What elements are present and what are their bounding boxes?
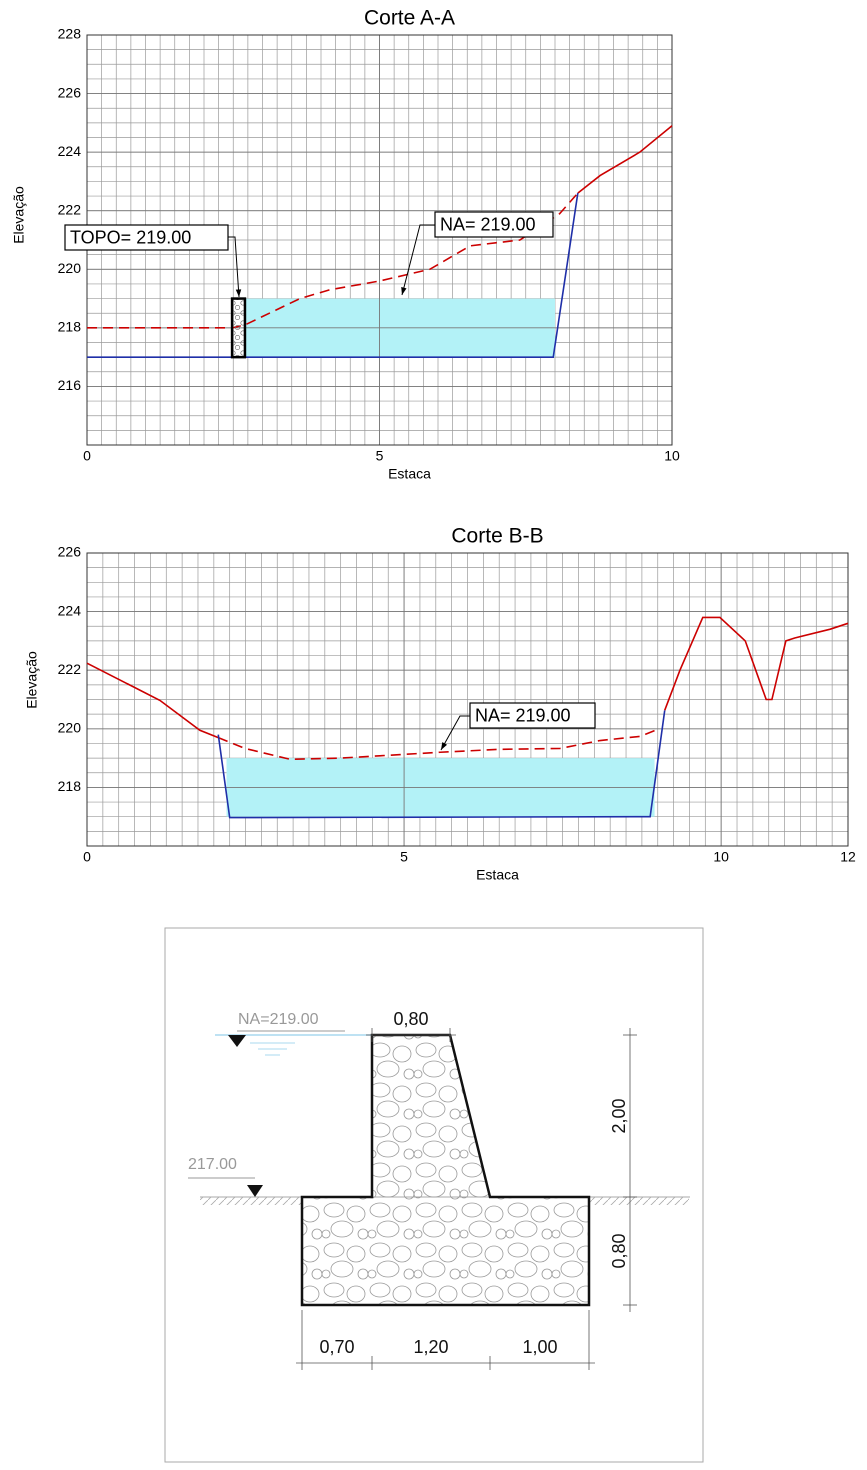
y-axis-label: Elevação — [24, 651, 40, 709]
x-tick-label: 0 — [83, 448, 91, 464]
profile-line — [577, 125, 673, 194]
dimension-label: 2,00 — [609, 1098, 629, 1133]
chart: 216 218 220 222 224 226 228 0 5 10 TOPO= 219.00 NA=… — [11, 7, 680, 482]
dimension-label: 0,70 — [319, 1337, 354, 1357]
y-tick-label: 224 — [58, 143, 82, 159]
annotation-arrow — [401, 287, 407, 295]
x-tick-label: 10 — [664, 448, 680, 464]
annotation-arrow — [235, 289, 242, 297]
dimension-label: 1,00 — [522, 1337, 557, 1357]
profile-line — [663, 616, 849, 711]
chart-title: Corte B-B — [451, 525, 543, 548]
dimension-label: 0,80 — [609, 1233, 629, 1268]
x-axis-label: Estaca — [388, 466, 431, 482]
x-axis-label: Estaca — [476, 867, 519, 883]
y-tick-label: 216 — [58, 377, 82, 393]
dimension-lines — [296, 1028, 637, 1370]
y-tick-label: 224 — [58, 602, 82, 618]
y-tick-label: 222 — [58, 201, 82, 217]
profile-line — [217, 710, 666, 819]
water-level-label: NA=219.00 — [238, 1011, 319, 1028]
level-marker — [247, 1185, 263, 1197]
annotation: TOPO= 219.00 — [70, 227, 191, 247]
annotation-leader — [401, 224, 435, 296]
y-tick-label: 228 — [58, 26, 82, 42]
annotation-leader — [228, 236, 240, 298]
gabion-wall — [300, 1033, 591, 1307]
chart: 218 220 222 224 226 0 5 10 12 NA= 219.00 Corte B-B… — [24, 525, 856, 883]
annotation: NA= 219.00 — [475, 705, 571, 725]
x-tick-label: 12 — [840, 849, 856, 865]
y-tick-label: 226 — [58, 84, 82, 100]
annotation-box — [64, 224, 229, 251]
y-tick-label: 226 — [58, 544, 82, 560]
y-tick-label: 220 — [58, 720, 82, 736]
annotation-leader — [440, 715, 470, 751]
x-tick-label: 0 — [83, 849, 91, 865]
dimension-label: 1,20 — [413, 1337, 448, 1357]
profile-line — [86, 662, 219, 739]
y-tick-label: 222 — [58, 661, 82, 677]
plot-frame — [86, 552, 849, 847]
y-axis-label: Elevação — [11, 186, 27, 244]
frame — [164, 927, 704, 1463]
annotation-box — [434, 211, 554, 238]
y-tick-label: 220 — [58, 260, 82, 276]
dimension-label: 0,80 — [393, 1009, 428, 1029]
ground-hatch — [589, 1197, 689, 1205]
chart-title: Corte A-A — [364, 7, 455, 30]
y-tick-label: 218 — [58, 319, 82, 335]
ground-level-label: 217.00 — [188, 1156, 237, 1173]
gabion-block — [230, 297, 247, 359]
annotation-arrow — [441, 742, 448, 750]
annotation: NA= 219.00 — [440, 214, 536, 234]
annotation-box — [469, 702, 596, 729]
profile-line — [217, 728, 659, 761]
ground-hatch — [200, 1197, 302, 1205]
y-tick-label: 218 — [58, 778, 82, 794]
level-marker — [228, 1035, 246, 1047]
wall-section: NA=219.00 217.00 0,80 2,00 0,80 0,70 1,2… — [164, 927, 704, 1463]
x-tick-label: 5 — [400, 849, 408, 865]
x-tick-label: 10 — [713, 849, 729, 865]
x-tick-label: 5 — [376, 448, 384, 464]
